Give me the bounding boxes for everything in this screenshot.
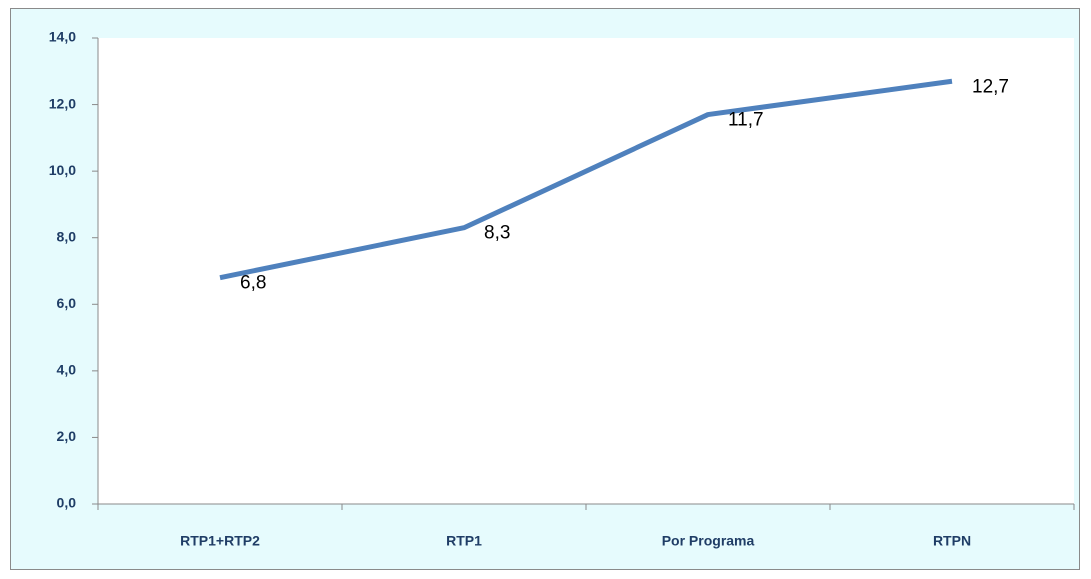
y-tick-label: 12,0 — [49, 95, 76, 111]
line — [219, 78, 953, 281]
x-tick-label: RTPN — [933, 533, 971, 549]
y-tick-label: 6,0 — [57, 295, 77, 311]
x-tick-label: RTP1+RTP2 — [180, 533, 260, 549]
data-label: 8,3 — [484, 223, 510, 244]
y-tick-label: 2,0 — [57, 428, 77, 444]
y-tick-label: 4,0 — [57, 362, 77, 378]
data-label: 11,7 — [728, 110, 764, 131]
x-tick-label: Por Programa — [662, 533, 755, 549]
data-label: 12,7 — [972, 76, 1009, 97]
y-tick-label: 0,0 — [57, 495, 77, 511]
y-tick-label: 10,0 — [49, 162, 76, 178]
x-tick-label: RTP1 — [446, 533, 482, 549]
y-tick-label: 14,0 — [49, 29, 76, 45]
data-label: 6,8 — [240, 273, 266, 294]
y-tick-label: 8,0 — [57, 228, 77, 244]
